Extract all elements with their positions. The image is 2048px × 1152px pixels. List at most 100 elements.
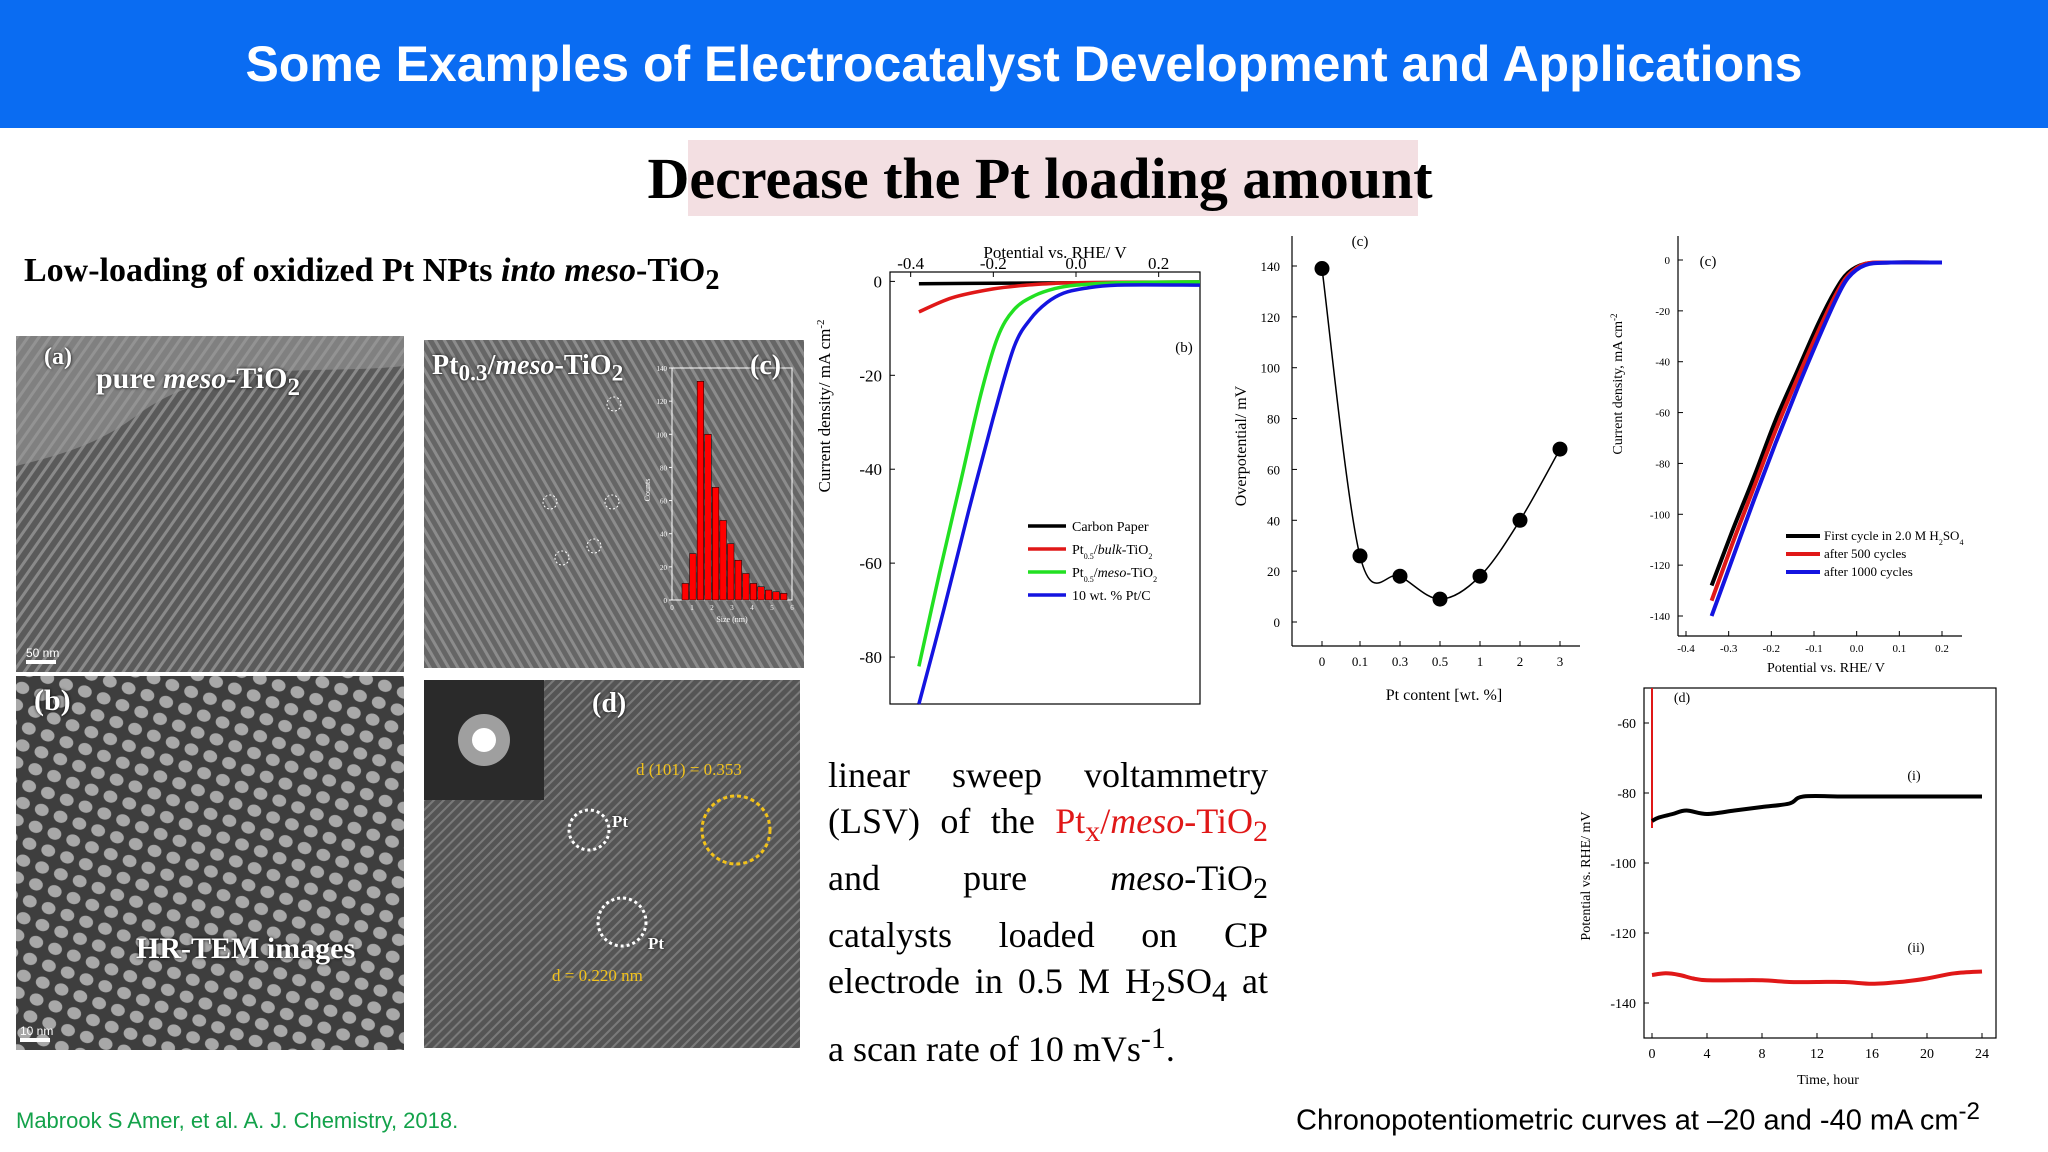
- over-data-point: [1552, 441, 1568, 457]
- stab-legend-label: after 1000 cycles: [1824, 564, 1913, 579]
- slide-title: Some Examples of Electrocatalyst Develop…: [245, 36, 1803, 92]
- chrono-xtick-label: 20: [1920, 1047, 1934, 1062]
- overpotential-chart: (c) 0 20 40 60 80 100 120 140 0 0.1 0.3 0.5 1 2 3 Overpo…: [1233, 234, 1580, 704]
- over-ylabel: Overpotential/ mV: [1233, 385, 1250, 506]
- over-xtick-label: 0.1: [1352, 654, 1368, 669]
- over-data-point: [1512, 512, 1528, 528]
- stab-ytick-label: 0: [1665, 255, 1671, 267]
- micrograph-b: [16, 676, 404, 1050]
- chrono-series-line: [1651, 969, 1983, 986]
- stab-ylabel: Current density, mA cm-2: [1609, 313, 1626, 454]
- micrograph-d-dnm: d = 0.220 nm: [552, 966, 643, 985]
- hist-bar: [757, 586, 765, 601]
- micrograph-c-title-slash: /: [487, 350, 496, 381]
- para-meso-2: meso: [1110, 858, 1185, 899]
- chrono-xtick-label: 24: [1975, 1047, 1989, 1062]
- para-pt: Pt: [1055, 801, 1086, 841]
- lsv-ytick-label: 0: [874, 272, 883, 291]
- hist-xtick-label: 2: [710, 604, 714, 612]
- slide-subtitle: Decrease the Pt loading amount: [647, 145, 1433, 211]
- hist-xtick-label: 1: [690, 604, 694, 612]
- chrono-xtick-label: 16: [1865, 1047, 1879, 1062]
- caption-subscript: 2: [705, 264, 720, 296]
- stab-xtick-label: 0.2: [1935, 643, 1949, 655]
- subtitle-highlight: [688, 140, 1418, 216]
- para-tio-sub-2: 2: [1253, 872, 1269, 906]
- stab-legend-label: First cycle in 2.0 M H2SO4: [1824, 528, 1963, 547]
- stab-series-line: [1709, 260, 1943, 617]
- lsv-ylabel: Current density/ mA cm-2: [815, 319, 834, 492]
- lsv-xlabel: Potential vs. RHE/ V: [983, 243, 1127, 262]
- chrono-ytick-label: -120: [1610, 927, 1636, 942]
- stab-ytick-label: -100: [1650, 509, 1671, 521]
- lsv-ytick-label: -20: [859, 366, 882, 385]
- hist-xtick-label: 4: [750, 604, 754, 612]
- para-sup: -1: [1140, 1021, 1166, 1055]
- lsv-xtick-label: 0.0: [1065, 254, 1086, 273]
- over-ytick-label: 100: [1261, 361, 1281, 376]
- stab-xtick-label: -0.3: [1720, 643, 1738, 655]
- hist-bar: [765, 589, 773, 601]
- over-ytick-label: 0: [1274, 615, 1281, 630]
- para-so: SO: [1165, 961, 1212, 1002]
- hist-bar: [696, 381, 704, 601]
- micrograph-b-scale-text: 10 nm: [20, 1024, 54, 1038]
- over-xtick-label: 0: [1319, 654, 1326, 669]
- para-tio: -TiO: [1184, 801, 1253, 841]
- chrono-xtick-label: 0: [1649, 1047, 1656, 1062]
- hist-ytick-label: 100: [657, 431, 668, 439]
- over-ytick-label: 140: [1261, 259, 1281, 274]
- chrono-series-line: [1650, 793, 1982, 823]
- lsv-chart: Potential vs. RHE/ V -0.4 -0.2 0.0 0.2 0 -20 -4…: [815, 243, 1201, 705]
- micrograph-caption: Low-loading of oxidized Pt NPts into mes…: [24, 252, 824, 297]
- micrograph-d-pt2: Pt: [648, 934, 665, 953]
- chrono-xlabel: Time, hour: [1797, 1073, 1859, 1088]
- hist-xtick-label: 6: [790, 604, 794, 612]
- over-data-point: [1314, 261, 1330, 277]
- hist-xtick-label: 0: [670, 604, 674, 612]
- micrograph-a-texture: [16, 336, 404, 672]
- para-meso-tio: meso-TiO2: [1110, 858, 1268, 905]
- over-ytick-label: 20: [1267, 564, 1280, 579]
- hist-bar: [681, 583, 689, 601]
- hist-bar: [719, 520, 727, 601]
- hist-bar: [727, 543, 735, 601]
- hist-bar: [749, 583, 757, 601]
- hist-xtick-label: 5: [770, 604, 774, 612]
- chronopotentiometry-chart: (d) -60 -80 -100 -120 -140 0 4 8 12 16 20 24 (i) (ii) P…: [1579, 687, 1997, 1088]
- para-and: and: [828, 858, 880, 899]
- micrograph-b-title: HR-TEM images: [136, 932, 356, 965]
- hist-bar: [772, 591, 780, 601]
- para-tio-2: -TiO: [1184, 858, 1254, 899]
- hist-bar: [742, 573, 750, 601]
- size-histogram: 0 20 40 60 80 100 120 140 0 1 2 3 4 5 6 Counts Size (nm): [643, 365, 794, 624]
- lsv-legend-label: Pt0.5/meso-TiO2: [1072, 566, 1157, 584]
- over-data-point: [1392, 568, 1408, 584]
- hist-ytick-label: 40: [660, 531, 668, 539]
- para-electrode: electrode in 0.5 M H: [828, 961, 1151, 1002]
- micrograph-c-title-pt: Pt: [432, 350, 459, 381]
- para-line-2: (LSV) of the Ptx/meso-TiO2: [828, 798, 1268, 855]
- over-data-point: [1432, 591, 1448, 607]
- lsv-panel-label: (b): [1175, 340, 1193, 356]
- chrono-panel-label: (d): [1674, 691, 1691, 706]
- over-xtick-label: 3: [1557, 654, 1564, 669]
- stab-xlabel: Potential vs. RHE/ V: [1767, 661, 1885, 676]
- stab-ytick-label: -80: [1655, 458, 1670, 470]
- hist-ylabel: Counts: [643, 479, 652, 502]
- para-tio-sub: 2: [1253, 815, 1268, 849]
- citation: Mabrook S Amer, et al. A. J. Chemistry, …: [16, 1108, 459, 1133]
- micrograph-a-label: (a): [44, 344, 72, 370]
- hist-bar: [689, 553, 697, 601]
- chrono-ytick-label: -60: [1617, 717, 1636, 732]
- over-ytick-label: 120: [1261, 310, 1281, 325]
- micrograph-a-title-suffix: -TiO: [226, 362, 288, 395]
- over-xtick-label: 0.5: [1432, 654, 1448, 669]
- hist-xtick-label: 3: [730, 604, 734, 612]
- over-xlabel: Pt content [wt. %]: [1386, 687, 1502, 704]
- stab-ytick-label: -20: [1655, 306, 1670, 318]
- over-xtick-label: 0.3: [1392, 654, 1408, 669]
- para-line-4: catalysts loaded on CP: [828, 915, 1268, 956]
- para-period: .: [1165, 1028, 1175, 1069]
- para-at: at: [1227, 961, 1268, 1002]
